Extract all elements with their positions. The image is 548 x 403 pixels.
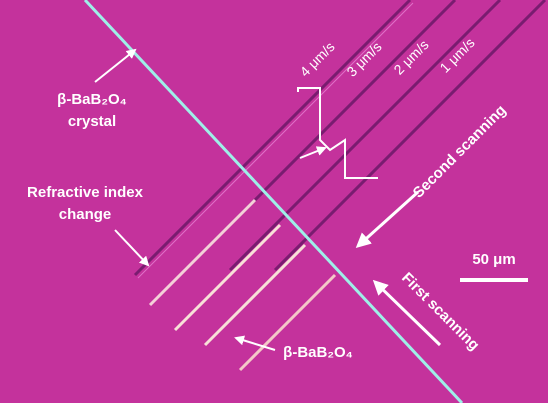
refractive-label: Refractive index (27, 184, 144, 201)
refractive-label: change (59, 206, 112, 223)
crystal-edge (83, 0, 464, 403)
crystal-label: crystal (68, 113, 116, 130)
crystal-label: β-BaB₂O₄ (57, 91, 127, 108)
annotations (94, 48, 528, 351)
bottom-label: β-BaB₂O₄ (283, 344, 353, 361)
scale-label: 50 μm (472, 251, 515, 268)
